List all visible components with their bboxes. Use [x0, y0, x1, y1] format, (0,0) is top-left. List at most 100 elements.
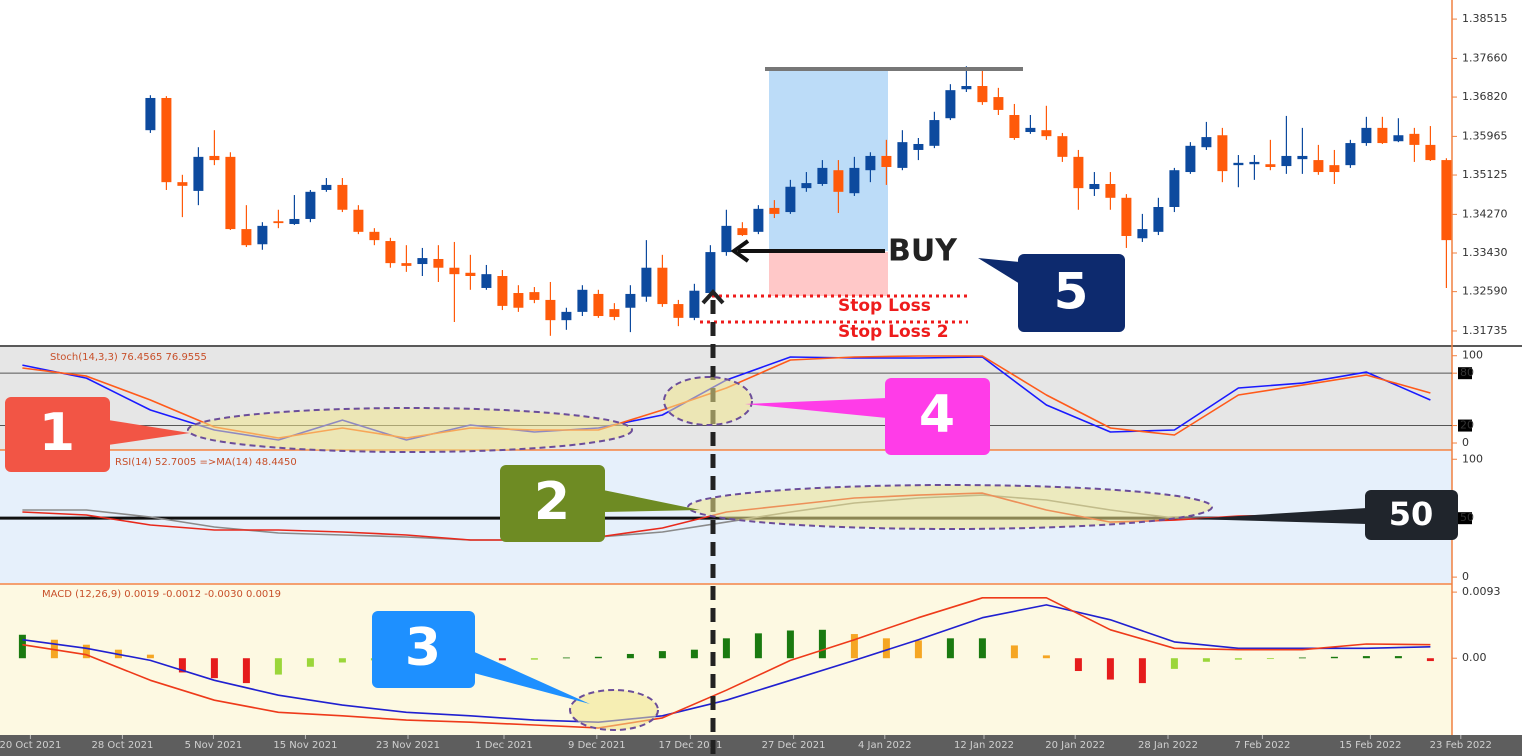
- histogram-bar: [18, 634, 26, 659]
- candle-body: [353, 209, 364, 232]
- histogram-bar: [946, 638, 954, 659]
- histogram-bar: [626, 653, 634, 659]
- x-tick-label: 27 Dec 2021: [762, 740, 826, 751]
- y-tick-label: 1.31735: [1462, 324, 1508, 337]
- histogram-bar: [722, 638, 730, 659]
- candle-body: [609, 309, 620, 317]
- candle-body: [1217, 135, 1228, 172]
- histogram-bar: [146, 654, 154, 659]
- x-tick-label: 12 Jan 2022: [954, 740, 1014, 751]
- y-tick-label: 1.33430: [1462, 246, 1508, 259]
- rsi-title: RSI(14) 52.7005 =>MA(14) 48.4450: [115, 457, 297, 468]
- highlight-ellipse: [569, 689, 659, 731]
- highlight-ellipse: [663, 376, 753, 426]
- callout-number: 1: [39, 403, 75, 463]
- y-tick-box: [1458, 367, 1472, 380]
- y-tick-label: 0.00: [1462, 651, 1487, 664]
- candle-body: [305, 191, 316, 219]
- candle-body: [689, 290, 700, 318]
- x-tick-label: 20 Jan 2022: [1045, 740, 1105, 751]
- candle-body: [465, 272, 476, 276]
- candle-body: [1393, 135, 1404, 142]
- candle-body: [1057, 136, 1068, 157]
- candle-body: [721, 225, 732, 253]
- candle-body: [401, 263, 412, 266]
- histogram-bar: [274, 658, 282, 675]
- y-tick-label: 1.35965: [1462, 129, 1508, 142]
- candle-body: [737, 228, 748, 236]
- candle-body: [1281, 155, 1292, 167]
- callout-box: [1018, 254, 1125, 332]
- x-tick-label: 15 Feb 2022: [1339, 740, 1401, 751]
- histogram-bar: [562, 657, 570, 659]
- candle-body: [753, 208, 764, 232]
- risk-zone: [769, 252, 888, 296]
- highlight-ellipse: [187, 407, 633, 453]
- candle-body: [193, 156, 204, 191]
- candle-body: [241, 229, 252, 246]
- y-tick-label: 1.32590: [1462, 285, 1508, 298]
- candle-body: [1025, 127, 1036, 133]
- candle-body: [1185, 145, 1196, 173]
- callout-tail: [470, 650, 590, 704]
- callout-tail: [108, 420, 190, 445]
- candle-body: [1297, 155, 1308, 160]
- candle-body: [1345, 143, 1356, 166]
- callout-box: [885, 378, 990, 455]
- candle-body: [1441, 160, 1452, 241]
- y-tick-label: 1.35125: [1462, 168, 1508, 181]
- histogram-bar: [658, 651, 666, 659]
- histogram-bar: [1202, 658, 1210, 662]
- callout-box: [5, 397, 110, 472]
- histogram-bar: [1138, 658, 1146, 684]
- candle-body: [1089, 184, 1100, 190]
- highlight-ellipse: [687, 484, 1213, 530]
- y-tick-box: [1458, 512, 1472, 525]
- histogram-bar: [242, 658, 250, 684]
- histogram-bar: [786, 630, 794, 659]
- y-tick-label: 1.37660: [1462, 51, 1508, 64]
- callout-box: [372, 611, 475, 688]
- y-tick-label: 0: [1462, 570, 1469, 583]
- callout-number: 3: [405, 618, 441, 678]
- candle-body: [769, 207, 780, 214]
- candle-body: [1121, 197, 1132, 236]
- time-axis: [0, 735, 1522, 756]
- candle-body: [1361, 127, 1372, 144]
- histogram-bar: [1330, 656, 1338, 659]
- histogram-bar: [82, 644, 90, 659]
- candle-body: [1201, 137, 1212, 148]
- histogram-bar: [914, 640, 922, 659]
- candle-body: [993, 97, 1004, 110]
- candle-body: [257, 225, 268, 245]
- candle-body: [1169, 170, 1180, 207]
- y-tick-label: 1.36820: [1462, 90, 1508, 103]
- x-tick-label: 15 Nov 2021: [273, 740, 337, 751]
- stop-loss-label: Stop Loss 2: [838, 322, 949, 342]
- candle-body: [369, 231, 380, 241]
- macd-title: MACD (12,26,9) 0.0019 -0.0012 -0.0030 0.…: [42, 589, 281, 600]
- callout-tail: [978, 258, 1020, 284]
- histogram-bar: [1042, 655, 1050, 659]
- callout-tail: [603, 490, 700, 512]
- y-tick-label: 20: [1460, 419, 1474, 432]
- candle-body: [1137, 229, 1148, 239]
- y-tick-label: 1.34270: [1462, 207, 1508, 220]
- candle-body: [817, 167, 828, 184]
- candle-body: [481, 274, 492, 288]
- candle-body: [289, 218, 300, 225]
- y-tick-label: 100: [1462, 349, 1483, 362]
- y-tick-label: 0: [1462, 436, 1469, 449]
- stop-loss-label: Stop Loss: [838, 296, 931, 316]
- histogram-bar: [1074, 658, 1082, 672]
- buy-label: BUY: [888, 234, 958, 269]
- candle-body: [1265, 164, 1276, 167]
- histogram-bar: [1362, 656, 1370, 659]
- histogram-bar: [882, 638, 890, 659]
- histogram-bar: [978, 638, 986, 659]
- candle-body: [385, 241, 396, 264]
- candle-body: [529, 292, 540, 300]
- x-tick-label: 5 Nov 2021: [185, 740, 243, 751]
- candle-body: [513, 293, 524, 308]
